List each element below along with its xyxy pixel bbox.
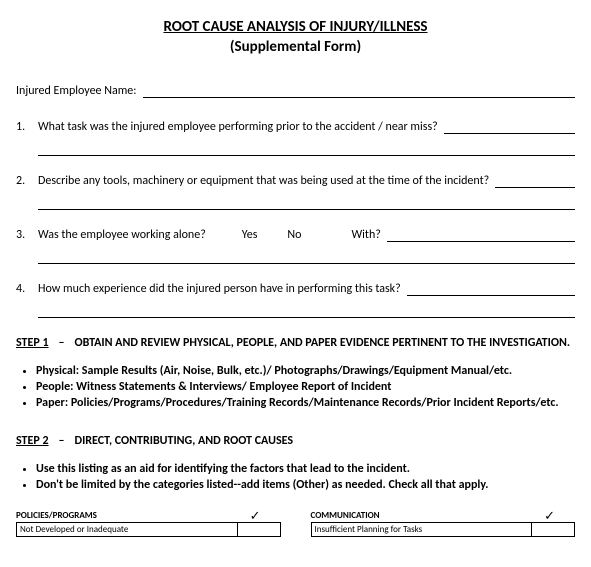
policies-row-1-label: Not Developed or Inadequate — [17, 523, 238, 536]
q2-num: 2. — [16, 174, 38, 188]
q1-text: What task was the injured employee perfo… — [38, 120, 438, 134]
question-3: 3. Was the employee working alone? Yes N… — [16, 228, 575, 242]
question-1: 1. What task was the injured employee pe… — [16, 120, 575, 134]
step-2-label: STEP 2 — [16, 434, 49, 448]
policies-table: POLICIES/PROGRAMS ✓ Not Developed or Ina… — [16, 510, 281, 537]
communication-row-1-label: Insufficient Planning for Tasks — [312, 523, 533, 536]
employee-name-field[interactable] — [143, 86, 576, 98]
step2-bullet-1: Use this listing as an aid for identifyi… — [36, 462, 575, 476]
cause-tables: POLICIES/PROGRAMS ✓ Not Developed or Ina… — [16, 510, 575, 537]
question-4: 4. How much experience did the injured p… — [16, 282, 575, 296]
communication-table: COMMUNICATION ✓ Insufficient Planning fo… — [311, 510, 576, 537]
check-icon: ✓ — [544, 512, 555, 522]
step-1-heading: STEP 1 – OBTAIN AND REVIEW PHYSICAL, PEO… — [16, 336, 575, 350]
q3-text: Was the employee working alone? — [38, 228, 206, 242]
step1-bullet-3: Paper: Policies/Programs/Procedures/Trai… — [36, 396, 575, 410]
step-1-text: OBTAIN AND REVIEW PHYSICAL, PEOPLE, AND … — [75, 336, 571, 350]
q1-field-cont[interactable] — [38, 142, 575, 156]
q1-num: 1. — [16, 120, 38, 134]
communication-header: COMMUNICATION — [311, 510, 380, 522]
step-2-dash: – — [59, 434, 65, 448]
form-subtitle: (Supplemental Form) — [16, 38, 575, 56]
question-2: 2. Describe any tools, machinery or equi… — [16, 174, 575, 188]
q4-field-cont[interactable] — [38, 304, 575, 318]
q1-field[interactable] — [444, 122, 575, 134]
step1-bullet-1: Physical: Sample Results (Air, Noise, Bu… — [36, 364, 575, 378]
q3-with-field[interactable] — [387, 230, 575, 242]
policies-row-1-check[interactable] — [238, 523, 280, 536]
q4-text: How much experience did the injured pers… — [38, 282, 401, 296]
q3-field-cont[interactable] — [38, 250, 575, 264]
q3-yes[interactable]: Yes — [242, 228, 258, 242]
step-2-heading: STEP 2 – DIRECT, CONTRIBUTING, AND ROOT … — [16, 434, 575, 448]
check-icon: ✓ — [250, 512, 261, 522]
step2-bullet-2: Don't be limited by the categories liste… — [36, 478, 575, 492]
step-1-dash: – — [59, 336, 65, 350]
q4-field[interactable] — [407, 284, 575, 296]
communication-row-1-check[interactable] — [532, 523, 574, 536]
policies-header: POLICIES/PROGRAMS — [16, 510, 97, 522]
step-1-label: STEP 1 — [16, 336, 49, 350]
policies-row-1: Not Developed or Inadequate — [16, 523, 281, 537]
q3-with-label: With? — [352, 228, 381, 242]
q2-field-cont[interactable] — [38, 196, 575, 210]
q4-num: 4. — [16, 282, 38, 296]
q2-field[interactable] — [495, 176, 575, 188]
step1-bullet-2: People: Witness Statements & Interviews/… — [36, 380, 575, 394]
step-2-text: DIRECT, CONTRIBUTING, AND ROOT CAUSES — [75, 434, 294, 448]
step-2-bullets: Use this listing as an aid for identifyi… — [22, 462, 575, 492]
q3-num: 3. — [16, 228, 38, 242]
step-1-bullets: Physical: Sample Results (Air, Noise, Bu… — [22, 364, 575, 410]
q3-no[interactable]: No — [287, 228, 301, 242]
form-title: ROOT CAUSE ANALYSIS OF INJURY/ILLNESS — [16, 18, 575, 36]
employee-name-label: Injured Employee Name: — [16, 84, 137, 98]
q2-text: Describe any tools, machinery or equipme… — [38, 174, 489, 188]
employee-name-row: Injured Employee Name: — [16, 84, 575, 98]
communication-row-1: Insufficient Planning for Tasks — [311, 523, 576, 537]
